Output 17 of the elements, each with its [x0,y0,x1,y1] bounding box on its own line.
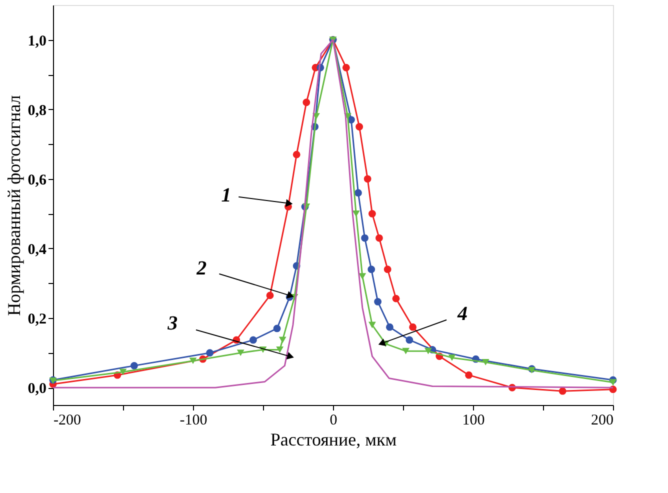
x-tick-label: 200 [591,412,614,428]
x-tick-label: -100 [180,412,208,428]
x-tick-label: 0 [330,412,338,428]
x-axis-title: Расстояние, мкм [270,430,397,450]
x-tick-label: -200 [54,412,81,428]
y-tick-label: 0,4 [28,242,47,258]
y-tick-label: 0,2 [28,312,46,328]
y-axis-title: Нормированный фотосигнал [4,95,24,316]
annotation: 4 [456,303,468,326]
y-tick-label: 0,0 [28,381,46,398]
annotation: 2 [196,257,207,280]
x-tick-label: 100 [462,412,485,428]
annotation: 3 [166,312,178,334]
y-tick-label: 1,0 [28,33,46,50]
annotation: 1 [221,184,232,206]
y-tick-label: 0,8 [28,102,46,119]
y-tick-label: 0,6 [28,172,47,188]
